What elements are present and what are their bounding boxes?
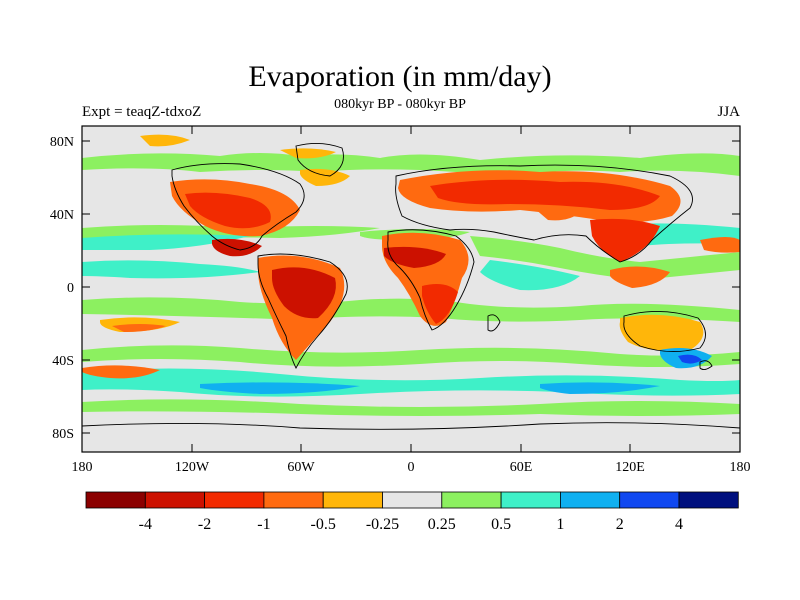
east-pacific-cyan-band [82, 260, 260, 279]
tasman-dark-blue [678, 354, 702, 364]
colorbar-swatch [619, 491, 680, 509]
south-america-coast [257, 253, 348, 370]
colorbar-label: 2 [616, 516, 624, 533]
north-atlantic-yellow [300, 168, 350, 186]
southern-blue-patch [200, 382, 360, 394]
central-america-red [212, 238, 262, 257]
colorbar-label: -2 [198, 516, 211, 533]
maritime-continent-orange [610, 266, 670, 288]
amazon-red [272, 267, 336, 319]
north-america-red [185, 192, 271, 229]
map-field [82, 126, 740, 452]
experiment-label: Expt = teaqZ-tdxoZ [82, 104, 202, 120]
season-label: JJA [717, 104, 740, 120]
colorbar-swatch [382, 491, 443, 509]
x-tick-120e: 120E [615, 460, 645, 475]
colorbar-swatch [560, 491, 621, 509]
colorbar-label: -0.5 [311, 516, 336, 533]
coastlines [82, 143, 740, 430]
y-tick-40n: 40N [50, 208, 74, 223]
australia-coast [623, 311, 706, 352]
greenland-coast [295, 143, 344, 177]
y-tick-80n: 80N [50, 135, 74, 150]
colorbar-label: -4 [139, 516, 152, 533]
x-tick-180-west: 180 [72, 460, 93, 475]
australia-yellow [619, 314, 704, 351]
antarctic-green-band [82, 399, 740, 416]
colorbar-label: -1 [257, 516, 270, 533]
x-tick-60w: 60W [287, 460, 315, 475]
arabian-sea-cyan [480, 260, 580, 291]
africa-coast [387, 229, 475, 331]
north-pacific-east-orange [700, 237, 740, 253]
y-tick-80s: 80S [52, 427, 74, 442]
colorbar-label: 4 [675, 516, 683, 533]
colorbar-label: -0.25 [366, 516, 399, 533]
southern-africa-red [422, 284, 458, 324]
colorbar-swatch [678, 491, 739, 509]
colorbar-swatch [263, 491, 324, 509]
chart-subtitle: 080kyr BP - 080kyr BP [334, 97, 466, 112]
y-axis-ticks [82, 140, 740, 434]
southern-green-band [82, 345, 740, 367]
colorbar-swatch [441, 491, 502, 509]
x-tick-60e: 60E [510, 460, 533, 475]
colorbar-swatch [85, 491, 146, 509]
south-pacific-orange-patch [82, 365, 160, 379]
antarctica-coast [82, 422, 740, 430]
south-tropical-green-band [82, 297, 740, 322]
new-zealand-coast [699, 360, 713, 371]
north-america-coast [171, 163, 305, 251]
central-asia-orange [534, 206, 580, 221]
colorbar-swatch [144, 491, 206, 509]
colorbar-swatch [322, 491, 383, 509]
colorbar-label: 0.25 [428, 516, 456, 533]
y-tick-40s: 40S [52, 354, 74, 369]
east-asia-red [590, 218, 660, 262]
indian-ocean-green-band [470, 236, 740, 280]
arctic-green-field [82, 153, 740, 176]
sahel-red [384, 246, 446, 268]
baffin-yellow-patch [280, 148, 336, 159]
south-pacific-orange [112, 324, 166, 332]
x-axis-ticks [81, 126, 741, 452]
arctic-yellow-patch [140, 134, 190, 147]
eurasia-coast [395, 164, 693, 263]
colorbar-label: 1 [556, 516, 564, 533]
colorbar: -4 -2 -1 -0.5 -0.25 0.25 0.5 1 2 4 [85, 491, 739, 533]
eurasia-red [430, 179, 660, 210]
colorbar-label: 0.5 [491, 516, 511, 533]
x-tick-120w: 120W [175, 460, 210, 475]
x-tick-180-east: 180 [730, 460, 751, 475]
madagascar-coast [487, 314, 501, 332]
colorbar-swatch [500, 491, 561, 509]
southern-blue-patch-east [540, 382, 660, 394]
colorbar-swatch [204, 491, 265, 509]
y-tick-0: 0 [67, 281, 74, 296]
north-pacific-cyan-band [82, 234, 250, 250]
chart-title: Evaporation (in mm/day) [248, 60, 552, 93]
x-tick-0: 0 [408, 460, 415, 475]
